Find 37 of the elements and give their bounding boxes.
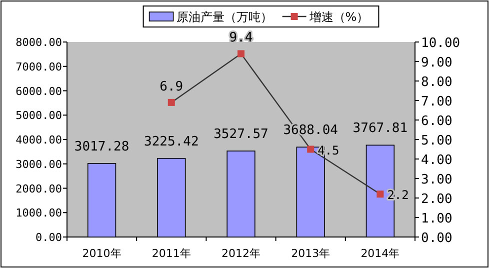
y2-tick-label: 0.00: [421, 231, 452, 246]
legend-label: 原油产量（万吨）: [176, 10, 272, 24]
y2-tick-label: 1.00: [421, 212, 452, 226]
x-tick-label: 2014年: [360, 247, 400, 260]
y2-tick-label: 7.00: [421, 94, 452, 110]
data-label: 6.9: [160, 79, 184, 94]
point: [307, 146, 314, 153]
y-tick-label: 0.00: [36, 231, 62, 244]
x-tick-label: 2013年: [291, 247, 330, 260]
y-tick-label: 7000.00: [16, 60, 62, 74]
data-label: 3527.57: [214, 127, 268, 142]
y2-tick-label: 9.00: [421, 56, 452, 70]
point: [168, 98, 175, 106]
x-tick-label: 2011年: [152, 247, 191, 260]
y2-tick-label: 3.00: [421, 172, 452, 188]
y2-tick-label: 2.00: [421, 192, 452, 207]
point: [238, 50, 244, 58]
data-label: 3767.81: [352, 121, 408, 136]
y2-tick-label: 4.00: [421, 153, 452, 168]
y2-tick-label: 6.00: [421, 114, 452, 129]
data-label: 3225.42: [144, 134, 199, 150]
y-tick-label: 8000.00: [16, 36, 62, 49]
legend-label: 增速（%）: [308, 10, 369, 24]
x-tick-label: 2012年: [222, 247, 260, 260]
y-tick-label: 1000.00: [16, 206, 62, 220]
y-tick-label: 4000.00: [16, 134, 62, 146]
y2-tick-label: 5.00: [421, 134, 452, 148]
data-label: 9.4: [229, 30, 253, 46]
y-tick-label: 5000.00: [16, 109, 62, 122]
point: [376, 190, 384, 198]
y-tick-label: 3000.00: [16, 158, 62, 171]
data-label: 3017.28: [74, 139, 130, 154]
y-tick-label: 6000.00: [16, 84, 62, 98]
y2-tick-label: 8.00: [421, 75, 452, 90]
x-tick-label: 2010年: [82, 247, 122, 260]
y2-tick-label: 10.00: [421, 36, 460, 51]
y-tick-label: 2000.00: [16, 182, 62, 196]
